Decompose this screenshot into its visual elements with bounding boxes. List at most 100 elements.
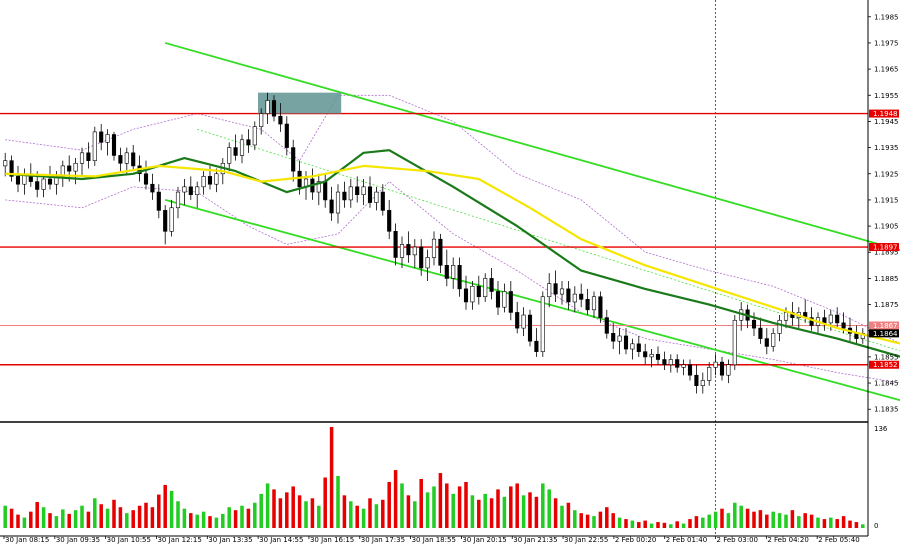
candle-body <box>207 176 213 185</box>
candle <box>182 178 187 206</box>
level-price-label: 1.1897 <box>869 243 899 252</box>
candle-body <box>15 176 21 185</box>
candle-body <box>150 183 155 193</box>
volume-bar <box>457 486 462 528</box>
candle <box>361 178 366 206</box>
price-tick-label: 1.1835 <box>874 406 899 414</box>
volume-bar <box>297 495 302 528</box>
volume-bar <box>643 520 647 528</box>
volume-bar <box>131 510 135 528</box>
candle-body <box>367 186 373 203</box>
volume-bar <box>201 511 206 528</box>
volume-bar <box>400 483 404 528</box>
volume-bar <box>438 473 443 528</box>
candle <box>156 184 161 219</box>
moving-averages <box>5 149 900 358</box>
candle <box>803 299 808 323</box>
volume-bar <box>176 501 180 528</box>
candle <box>598 291 603 323</box>
price-tick-label: 1.1945 <box>874 118 899 126</box>
candle <box>495 281 501 316</box>
volume-bar <box>240 505 244 528</box>
candle <box>86 142 91 169</box>
candle-body <box>751 319 757 329</box>
candle <box>259 108 264 135</box>
candle-body <box>444 265 449 279</box>
candle <box>73 158 78 185</box>
candle-body <box>284 123 289 148</box>
volume-bar <box>144 502 148 528</box>
candle-body <box>489 278 494 292</box>
volume-bar <box>381 499 385 528</box>
candle-body <box>271 100 277 117</box>
candle <box>118 147 123 172</box>
volume-bar <box>637 522 641 528</box>
candle-body <box>508 291 513 313</box>
volume-bar <box>425 492 430 528</box>
time-tick-label: 30 Jan 18:55 <box>412 536 456 544</box>
volume-bar <box>73 510 78 528</box>
candle <box>527 309 533 347</box>
candle-body <box>406 244 411 256</box>
volume-bar <box>336 476 340 528</box>
candle <box>348 178 353 208</box>
channel-line-0 <box>164 42 900 252</box>
level-label-text: 1.1948 <box>873 110 898 118</box>
volume-bar <box>445 483 449 528</box>
candle-body <box>732 319 737 366</box>
envelope-band <box>5 94 900 384</box>
volume-bar <box>688 519 692 528</box>
candle-body <box>527 314 533 342</box>
volume-bar <box>323 477 327 528</box>
level-label-bg <box>869 321 899 330</box>
volume-bar <box>713 511 718 528</box>
volume-bar <box>137 505 142 528</box>
candle <box>579 283 584 308</box>
candle <box>92 126 97 166</box>
candle <box>419 239 424 276</box>
volume-bar <box>809 514 814 528</box>
volume-bar <box>669 524 673 528</box>
candle <box>444 249 449 287</box>
candle-body <box>323 181 328 201</box>
candle <box>726 359 731 384</box>
level-label-text: 1.1867 <box>873 322 898 330</box>
volume-bar <box>848 520 852 528</box>
candle <box>463 275 469 310</box>
volume-bar <box>777 513 782 528</box>
candle <box>431 231 437 266</box>
candle <box>457 257 462 297</box>
price-tick-label: 1.1885 <box>874 275 899 283</box>
channel-line-1 <box>164 199 900 402</box>
volume-bar <box>617 517 622 528</box>
volume-bar <box>195 514 199 528</box>
candle <box>79 147 85 177</box>
ma-line-0 <box>5 149 900 358</box>
volume-bar <box>758 510 763 528</box>
volume-bar <box>771 511 775 528</box>
candle <box>508 281 513 321</box>
price-tick-label: 1.1925 <box>874 170 899 178</box>
volume-bar <box>214 517 219 528</box>
candle <box>572 286 577 313</box>
candle <box>643 343 648 365</box>
volume-bar <box>374 504 379 528</box>
volume-bar <box>701 517 705 528</box>
candle-body <box>534 340 539 352</box>
time-tick-label: 30 Jan 08:15 <box>5 536 49 544</box>
candle-body <box>118 155 123 164</box>
candle <box>278 103 283 132</box>
time-tick-label: 2 Feb 03:00 <box>717 536 758 544</box>
ma-line-1 <box>5 164 900 345</box>
candle-body <box>841 322 846 329</box>
candle <box>265 92 270 125</box>
volume-bar <box>310 498 315 528</box>
volume-bar <box>502 496 507 528</box>
candle-body <box>361 186 366 195</box>
candle-body <box>675 359 680 368</box>
candle-body <box>559 288 565 295</box>
time-tick-label: 30 Jan 21:35 <box>513 536 557 544</box>
volume-bar <box>208 516 212 528</box>
candle-body <box>598 296 603 318</box>
candle-body <box>92 131 97 161</box>
